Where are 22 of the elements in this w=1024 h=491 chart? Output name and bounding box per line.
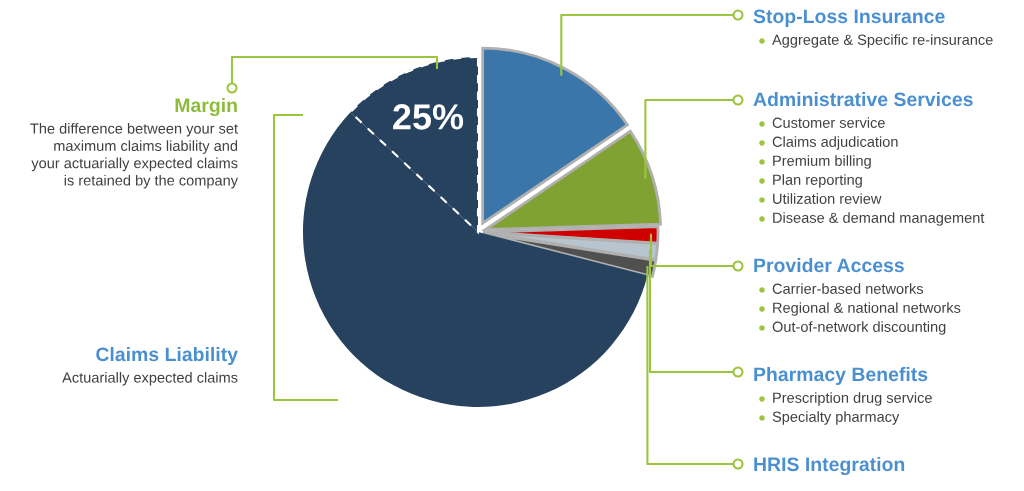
slice-label: Stop-Loss Insurance	[753, 9, 945, 28]
slice-label: HRIS Integration	[754, 456, 905, 476]
text: Premium billing	[773, 155, 871, 169]
text: Out-of-network discounting	[772, 321, 946, 335]
slice-label: Margin	[175, 97, 237, 117]
slice-label: Provider Access	[754, 257, 904, 273]
text: Plan reporting	[773, 174, 862, 188]
text: 25%	[393, 104, 464, 130]
text: Regional & national networks	[773, 302, 961, 316]
text: Customer service	[772, 117, 885, 128]
text: Carrier-based networks	[772, 283, 924, 294]
slice-label: Administrative Services	[753, 91, 973, 107]
text: Utilization review	[773, 193, 882, 204]
text: Aggregate & Specific re-insurance	[772, 34, 993, 48]
text: The difference between your set maximum claims liability and your actuarially expected claims is retained by the company	[30, 123, 238, 189]
text: Actuarially expected claims	[62, 372, 238, 386]
text: Specialty pharmacy	[772, 411, 900, 425]
text: Claims adjudication	[772, 136, 898, 150]
slice-label: Pharmacy Benefits	[754, 366, 928, 386]
text: Disease & demand management	[773, 212, 985, 226]
slice-label: Claims Liability	[96, 346, 238, 366]
text: Prescription drug service	[773, 392, 932, 406]
